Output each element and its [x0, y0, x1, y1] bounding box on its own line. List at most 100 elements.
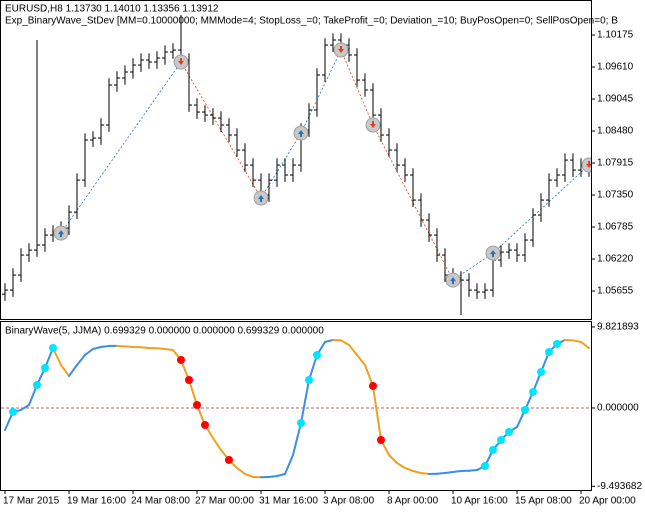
price-pane: [2, 15, 591, 316]
signal-dot: [313, 351, 321, 360]
x-tick-label: 15 Apr 08:00: [515, 496, 572, 507]
signal-dot: [529, 387, 537, 396]
indicator-segment: [292, 421, 302, 457]
signal-dot: [481, 461, 489, 470]
indicator-segment: [468, 469, 478, 472]
sub-frame: [0, 321, 592, 491]
signal-dot: [177, 355, 185, 364]
indicator-segment: [436, 472, 446, 475]
indicator-segment: [164, 347, 174, 351]
indicator-segment: [20, 404, 30, 411]
trade-arrow: [370, 121, 376, 129]
indicator-segment: [236, 466, 246, 475]
trade-arrow: [58, 230, 64, 238]
y-tick-label: 1.08480: [597, 126, 634, 137]
indicator-title: BinaryWave(5, JJMA) 0.699329 0.000000 0.…: [5, 326, 324, 337]
indicator-segment: [268, 474, 278, 478]
trade-arrow: [338, 46, 344, 54]
trade-marker: [485, 245, 501, 261]
indicator-segment: [140, 346, 150, 349]
signal-dot: [193, 401, 201, 410]
indicator-segment: [324, 338, 334, 343]
indicator-segment: [300, 379, 310, 424]
y-tick-label: -9.493682: [597, 481, 642, 492]
signal-dot: [185, 376, 193, 385]
trade-line: [60, 61, 182, 234]
indicator-segment: [100, 344, 110, 349]
indicator-segment: [452, 470, 462, 474]
indicator-segment: [60, 363, 70, 377]
indicator-pane: [1, 338, 591, 479]
indicator-segment: [92, 346, 102, 350]
y-tick-label: 1.06785: [597, 222, 634, 233]
signal-dot: [377, 435, 385, 444]
x-tick-label: 24 Mar 08:00: [131, 496, 190, 507]
chart-title: EURUSD,H8 1.13730 1.14010 1.13356 1.1391…: [5, 4, 219, 15]
y-tick-label: 1.09045: [597, 94, 634, 105]
y-tick-label: 1.05655: [597, 286, 634, 297]
indicator-segment: [68, 363, 78, 377]
signal-dot: [33, 380, 41, 389]
y-tick-label: 9.821893: [597, 322, 639, 333]
signal-dot: [545, 347, 553, 356]
trade-arrow: [490, 250, 496, 258]
x-tick-label: 8 Apr 00:00: [387, 496, 439, 507]
signal-dot: [369, 381, 377, 390]
y-tick-label: 1.06220: [597, 254, 634, 265]
y-tick-label: 1.07350: [597, 190, 634, 201]
trade-line: [300, 49, 342, 134]
y-tick-label: 0.000000: [597, 403, 639, 414]
trade-line: [260, 132, 302, 199]
signal-dot: [49, 343, 57, 352]
x-tick-label: 27 Mar 00:00: [195, 496, 254, 507]
signal-dot: [505, 427, 513, 436]
signal-dot: [305, 376, 313, 385]
signal-dot: [553, 339, 561, 348]
y-tick-label: 1.09610: [597, 62, 634, 73]
signal-dot: [41, 363, 49, 372]
y-tick-label: 1.07915: [597, 158, 634, 169]
indicator-segment: [580, 340, 590, 349]
signal-dot: [497, 435, 505, 444]
indicator-segment: [356, 354, 366, 366]
indicator-segment: [348, 343, 358, 357]
indicator-segment: [276, 472, 286, 477]
trade-marker: [253, 190, 269, 206]
signal-dot: [537, 368, 545, 377]
x-tick-label: 19 Mar 16:00: [67, 496, 126, 507]
x-tick-label: 3 Apr 08:00: [323, 496, 375, 507]
signal-dot: [201, 420, 209, 429]
trade-arrow: [178, 58, 184, 66]
indicator-segment: [340, 339, 350, 346]
indicator-segment: [76, 354, 86, 366]
indicator-segment: [420, 472, 430, 475]
x-tick-label: 20 Apr 00:00: [579, 496, 636, 507]
trade-line: [452, 252, 494, 281]
x-tick-label: 31 Mar 16:00: [259, 496, 318, 507]
indicator-segment: [388, 454, 398, 465]
trade-marker: [445, 272, 461, 288]
indicator-segment: [396, 462, 406, 469]
indicator-segment: [188, 379, 198, 407]
signal-dot: [521, 405, 529, 414]
signal-dot: [297, 418, 305, 427]
indicator-segment: [124, 345, 134, 349]
indicator-segment: [308, 354, 318, 382]
indicator-segment: [412, 470, 422, 475]
indicator-segment: [404, 466, 414, 473]
trade-arrow: [450, 277, 456, 285]
trade-marker: [333, 42, 349, 58]
trade-line: [372, 124, 454, 281]
indicator-segment: [572, 339, 582, 343]
signal-dot: [225, 455, 233, 464]
main-frame: [0, 0, 592, 320]
axes: 1.10175 1.09610 1.09045 1.08480 1.07915 1.073…: [3, 30, 642, 507]
trade-marker: [581, 157, 591, 173]
indicator-segment: [212, 437, 222, 451]
trade-marker: [293, 125, 309, 141]
indicator-segment: [84, 347, 94, 357]
signal-dot: [9, 407, 17, 416]
indicator-segment: [444, 471, 454, 475]
indicator-segment: [156, 347, 166, 350]
